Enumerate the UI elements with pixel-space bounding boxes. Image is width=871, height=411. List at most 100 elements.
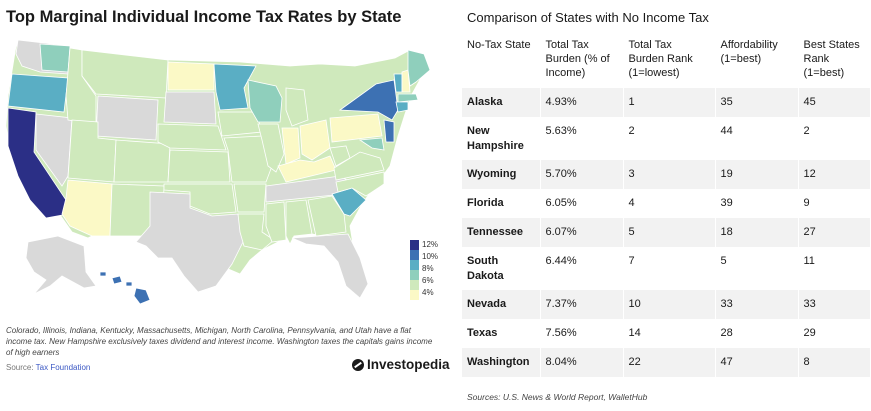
table-cell: 9	[797, 189, 870, 218]
state-name-cell: South Dakota	[467, 255, 504, 282]
state-name-cell: New Hampshire	[467, 125, 524, 152]
table-sources: Sources: U.S. News & World Report, Walle…	[467, 392, 648, 402]
table-cell: 45	[797, 88, 870, 117]
header-burden: Total Tax Burden (% of Income)	[539, 32, 623, 88]
state-louisiana	[237, 213, 275, 251]
state-hawaii-2	[111, 275, 123, 285]
table-cell: 8	[797, 348, 870, 377]
state-hawaii-4	[133, 287, 151, 305]
map-legend: 12% 10% 8% 6% 4%	[410, 240, 444, 302]
state-alaska	[25, 235, 97, 295]
table-row: Wyoming 5.70% 3 19 12	[462, 160, 870, 189]
state-georgia	[307, 195, 347, 237]
state-name-cell: Texas	[467, 327, 498, 339]
state-maine	[407, 49, 431, 87]
table-cell: 3	[622, 160, 715, 189]
state-west-virginia	[329, 145, 351, 167]
state-name-cell: Washington	[462, 348, 540, 377]
table-header-row: No-Tax State Total Tax Burden (% of Inco…	[462, 32, 870, 88]
table-cell: 1	[622, 88, 715, 117]
header-best-states: Best States Rank (1=best)	[797, 32, 870, 88]
table-cell: 6.07%	[539, 218, 623, 247]
table-body: Alaska 4.93% 1 35 45 New Hampshire 5.63% 2 44 2 Wy…	[462, 88, 870, 377]
table-cell: 6.05%	[539, 189, 623, 218]
state-michigan	[285, 87, 309, 127]
state-nevada	[35, 113, 73, 187]
state-name-cell: Nevada	[462, 290, 540, 319]
table-cell: 28	[714, 319, 798, 348]
state-new-jersey	[383, 119, 395, 143]
table-cell: 47	[714, 348, 798, 377]
state-name-cell: Wyoming	[462, 160, 540, 189]
legend-label-10: 10%	[422, 252, 439, 261]
state-wisconsin	[247, 79, 283, 123]
map-footnote: Colorado, Illinois, Indiana, Kentucky, M…	[6, 326, 433, 357]
header-state: No-Tax State	[467, 39, 531, 51]
table-cell: 27	[797, 218, 870, 247]
state-kansas	[167, 149, 231, 183]
table-panel: Comparison of States with No Income Tax …	[462, 0, 870, 411]
header-affordability: Affordability (1=best)	[714, 32, 798, 88]
table-cell: 7.56%	[539, 319, 623, 348]
header-burden-rank: Total Tax Burden Rank (1=lowest)	[622, 32, 715, 88]
table-cell: 10	[622, 290, 715, 319]
table-row: New Hampshire 5.63% 2 44 2	[462, 117, 870, 160]
table-cell: 4.93%	[539, 88, 623, 117]
state-connecticut	[395, 101, 409, 113]
table-row: Alaska 4.93% 1 35 45	[462, 88, 870, 117]
state-hawaii-3	[125, 281, 133, 287]
table-cell: 5	[622, 218, 715, 247]
state-north-carolina	[335, 171, 385, 197]
table-row: Washington 8.04% 22 47 8	[462, 348, 870, 377]
table-cell: 2	[622, 117, 715, 160]
legend-label-6: 6%	[422, 276, 434, 285]
map-source: Source: Tax Foundation	[6, 363, 90, 372]
table-title: Comparison of States with No Income Tax	[467, 10, 709, 25]
table-cell: 5.63%	[539, 117, 623, 160]
source-label: Source:	[6, 363, 34, 372]
table-cell: 7	[622, 247, 715, 290]
investopedia-mark-icon	[352, 358, 364, 371]
state-illinois	[257, 123, 285, 173]
table-cell: 6.44%	[539, 247, 623, 290]
table-cell: 5.70%	[539, 160, 623, 189]
state-nebraska	[157, 123, 227, 151]
table-cell: 4	[622, 189, 715, 218]
table-cell: 19	[714, 160, 798, 189]
table-cell: 29	[797, 319, 870, 348]
state-alabama	[285, 199, 313, 245]
state-oregon	[7, 73, 69, 113]
table-row: Tennessee 6.07% 5 18 27	[462, 218, 870, 247]
investopedia-logo: Investopedia	[352, 357, 450, 372]
legend-swatch-6	[410, 270, 419, 280]
state-name-cell: Florida	[467, 197, 504, 209]
state-wyoming	[95, 95, 159, 141]
table-cell: 7.37%	[539, 290, 623, 319]
table-cell: 33	[714, 290, 798, 319]
legend-label-4: 4%	[422, 288, 434, 297]
state-name-cell: Alaska	[462, 88, 540, 117]
table-cell: 22	[622, 348, 715, 377]
state-north-dakota	[167, 61, 215, 91]
table-cell: 18	[714, 218, 798, 247]
brand-name: Investopedia	[367, 357, 450, 372]
state-arkansas	[233, 183, 267, 213]
table-cell: 2	[797, 117, 870, 160]
no-tax-states-table: No-Tax State Total Tax Burden (% of Inco…	[462, 32, 870, 377]
state-hawaii-1	[99, 271, 107, 277]
table-cell: 44	[714, 117, 798, 160]
state-montana	[81, 49, 169, 99]
source-link[interactable]: Tax Foundation	[35, 363, 91, 372]
table-cell: 11	[797, 247, 870, 290]
state-name-cell: Tennessee	[462, 218, 540, 247]
legend-swatch-4	[410, 280, 419, 290]
state-new-hampshire	[401, 69, 411, 93]
table-cell: 39	[714, 189, 798, 218]
state-massachusetts	[397, 93, 419, 103]
legend-swatch-12	[410, 240, 419, 250]
state-mississippi	[265, 201, 287, 243]
table-cell: 8.04%	[539, 348, 623, 377]
legend-label-12: 12%	[422, 240, 439, 249]
state-pennsylvania	[329, 113, 383, 143]
map-title: Top Marginal Individual Income Tax Rates…	[6, 8, 402, 26]
